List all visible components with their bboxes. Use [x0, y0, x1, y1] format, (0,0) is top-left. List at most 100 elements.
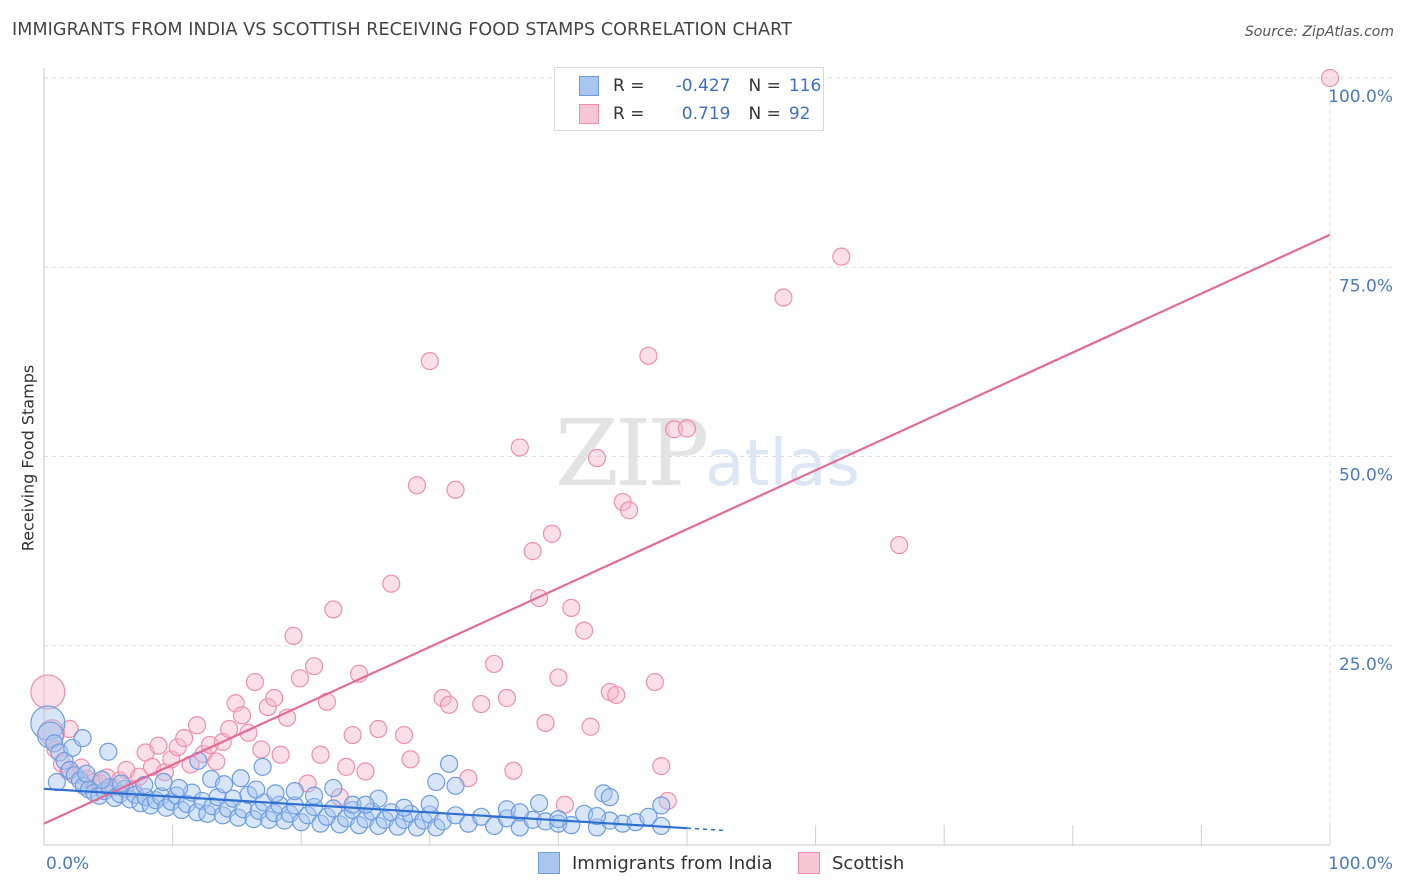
india-point — [530, 794, 549, 813]
scottish-point — [420, 352, 439, 371]
scottish-point — [472, 694, 491, 714]
legend-label-scottish: Scottish — [832, 852, 905, 874]
watermark: ZIPatlas — [555, 400, 860, 507]
scottish-point — [265, 688, 284, 708]
india-point — [99, 742, 118, 761]
india-points — [30, 705, 671, 837]
india-point — [420, 794, 439, 814]
legend-n-label: N = — [748, 76, 781, 96]
scottish-point — [290, 669, 310, 688]
scottish-trend-line — [43, 233, 1331, 825]
legend-r-value: 0.719 — [681, 104, 731, 124]
scottish-point — [232, 706, 252, 725]
india-point — [30, 705, 66, 741]
india-point — [79, 780, 99, 799]
scottish-point — [587, 448, 607, 468]
legend-row-india: R = -0.427 N = 116 — [579, 73, 821, 99]
scottish-point — [382, 574, 401, 593]
legend-row-scottish: R = 0.719 N = 92 — [579, 101, 810, 127]
scottish-point — [271, 745, 290, 764]
india-point — [652, 796, 671, 815]
chart-title: IMMIGRANTS FROM INDIA VS SCOTTISH RECEIV… — [12, 20, 792, 40]
scottish-point — [407, 476, 427, 495]
scottish-point — [510, 438, 529, 457]
legend-item-scottish[interactable]: Scottish — [798, 852, 904, 874]
india-trend-extension — [686, 827, 726, 832]
legend-swatch-india — [538, 852, 560, 874]
india-point — [73, 729, 92, 748]
legend-item-india[interactable]: Immigrants from India — [538, 852, 773, 874]
scottish-point — [1320, 68, 1340, 88]
india-point — [45, 734, 64, 753]
scottish-point — [168, 738, 187, 757]
india-point — [304, 786, 324, 805]
india-point — [324, 799, 343, 818]
india-point — [154, 772, 173, 792]
scottish-point — [30, 674, 66, 710]
scottish-point — [677, 419, 697, 438]
scottish-point — [433, 688, 452, 708]
scottish-point — [485, 654, 504, 674]
india-point — [388, 817, 407, 836]
scottish-point — [607, 685, 626, 705]
legend-r-label: R = — [613, 76, 645, 96]
india-point — [77, 764, 96, 783]
legend-r-label: R = — [613, 104, 645, 124]
india-point — [231, 769, 250, 788]
y-axis-label: Receiving Food Stamps — [18, 364, 38, 552]
scottish-point — [245, 672, 265, 692]
india-point — [587, 806, 607, 826]
scottish-point — [504, 761, 523, 780]
india-point — [203, 797, 222, 816]
trend-layer — [43, 233, 1331, 832]
india-point — [92, 770, 111, 789]
legend-label-india: Immigrants from India — [572, 852, 773, 874]
scottish-point — [439, 695, 459, 714]
scottish-point — [832, 247, 851, 266]
india-point — [439, 754, 459, 773]
india-point — [292, 813, 311, 832]
scottish-point — [187, 716, 207, 735]
india-point — [285, 781, 304, 801]
scottish-point — [665, 420, 684, 439]
scottish-point — [652, 757, 671, 776]
india-point — [214, 775, 234, 794]
india-point — [47, 772, 66, 792]
watermark-atlas: atlas — [705, 427, 860, 501]
india-point — [394, 798, 414, 817]
india-point — [36, 721, 65, 749]
scottish-point — [497, 688, 517, 708]
x-tick-label: 100.0% — [1328, 854, 1393, 874]
scottish-point — [394, 725, 414, 745]
tick-label-layer: 25.0% 50.0% 75.0% 100.0% 0.0% 100.0% — [46, 87, 1393, 874]
scottish-point — [175, 729, 194, 748]
legend-n-value: 92 — [788, 104, 811, 124]
india-point — [446, 776, 465, 795]
scottish-point — [311, 745, 330, 764]
india-point — [324, 778, 343, 798]
scottish-point — [401, 750, 420, 769]
india-point — [311, 814, 330, 833]
india-point — [266, 784, 285, 803]
scottish-point — [220, 719, 239, 739]
scottish-point — [542, 524, 562, 543]
scottish-point — [284, 626, 303, 646]
india-point — [407, 818, 427, 837]
legend-swatch-scottish — [579, 104, 599, 124]
scottish-point — [337, 757, 356, 776]
scottish-point — [324, 600, 343, 619]
x-tick-label: 0.0% — [46, 854, 89, 874]
scottish-point — [356, 762, 375, 781]
india-point — [141, 796, 160, 815]
watermark-zip: ZIP — [555, 400, 709, 507]
legend-n-label: N = — [748, 104, 781, 124]
scottish-point — [645, 672, 664, 692]
india-point — [169, 778, 189, 798]
scottish-point — [890, 535, 909, 555]
correlation-legend: R = -0.427 N = 116 R = 0.719 N = 92 — [554, 67, 824, 131]
axis-layer — [43, 68, 1330, 846]
scottish-point — [562, 598, 581, 618]
scottish-point — [523, 542, 542, 561]
scottish-point — [207, 752, 226, 771]
scottish-point — [575, 621, 594, 640]
